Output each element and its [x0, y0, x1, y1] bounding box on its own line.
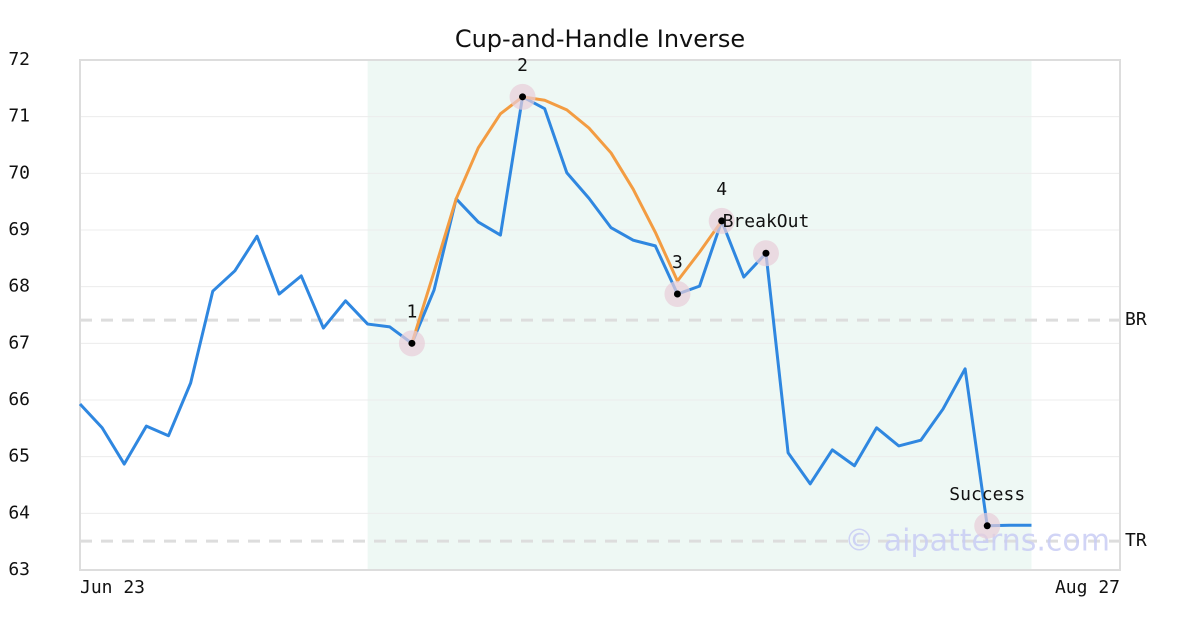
point-label: 4 — [716, 179, 727, 200]
point-label: 2 — [517, 55, 528, 76]
price-line — [78, 95, 1032, 528]
y-tick-label: 64 — [8, 502, 30, 523]
point-dot — [673, 290, 681, 298]
y-tick-label: 65 — [8, 446, 30, 467]
x-tick-label: Jun 23 — [80, 577, 145, 598]
y-tick-label: 71 — [8, 106, 30, 127]
point-dot — [983, 522, 991, 530]
chart-title: Cup-and-Handle Inverse — [455, 25, 745, 53]
y-tick-label: 63 — [8, 559, 30, 580]
y-tick-label: 67 — [8, 332, 30, 353]
plot-frame — [79, 59, 1121, 571]
y-tick-label: 72 — [8, 49, 30, 70]
x-tick-label: Aug 27 — [1055, 577, 1120, 598]
point-dot — [519, 93, 527, 101]
point-dot — [762, 249, 770, 257]
y-tick-label: 66 — [8, 389, 30, 410]
highlight-region — [367, 60, 1032, 570]
price-line — [410, 95, 723, 344]
y-tick-label: 69 — [8, 219, 30, 240]
point-label: BreakOut — [723, 211, 810, 232]
point-label: Success — [949, 484, 1025, 505]
y-tick-label: 68 — [8, 276, 30, 297]
point-dot — [408, 339, 416, 347]
y-tick-label: 70 — [8, 162, 30, 183]
point-label: 1 — [406, 301, 417, 322]
point-label: 3 — [672, 252, 683, 273]
level-label: TR — [1125, 530, 1147, 551]
point-dot — [718, 217, 726, 225]
level-label: BR — [1125, 309, 1147, 330]
